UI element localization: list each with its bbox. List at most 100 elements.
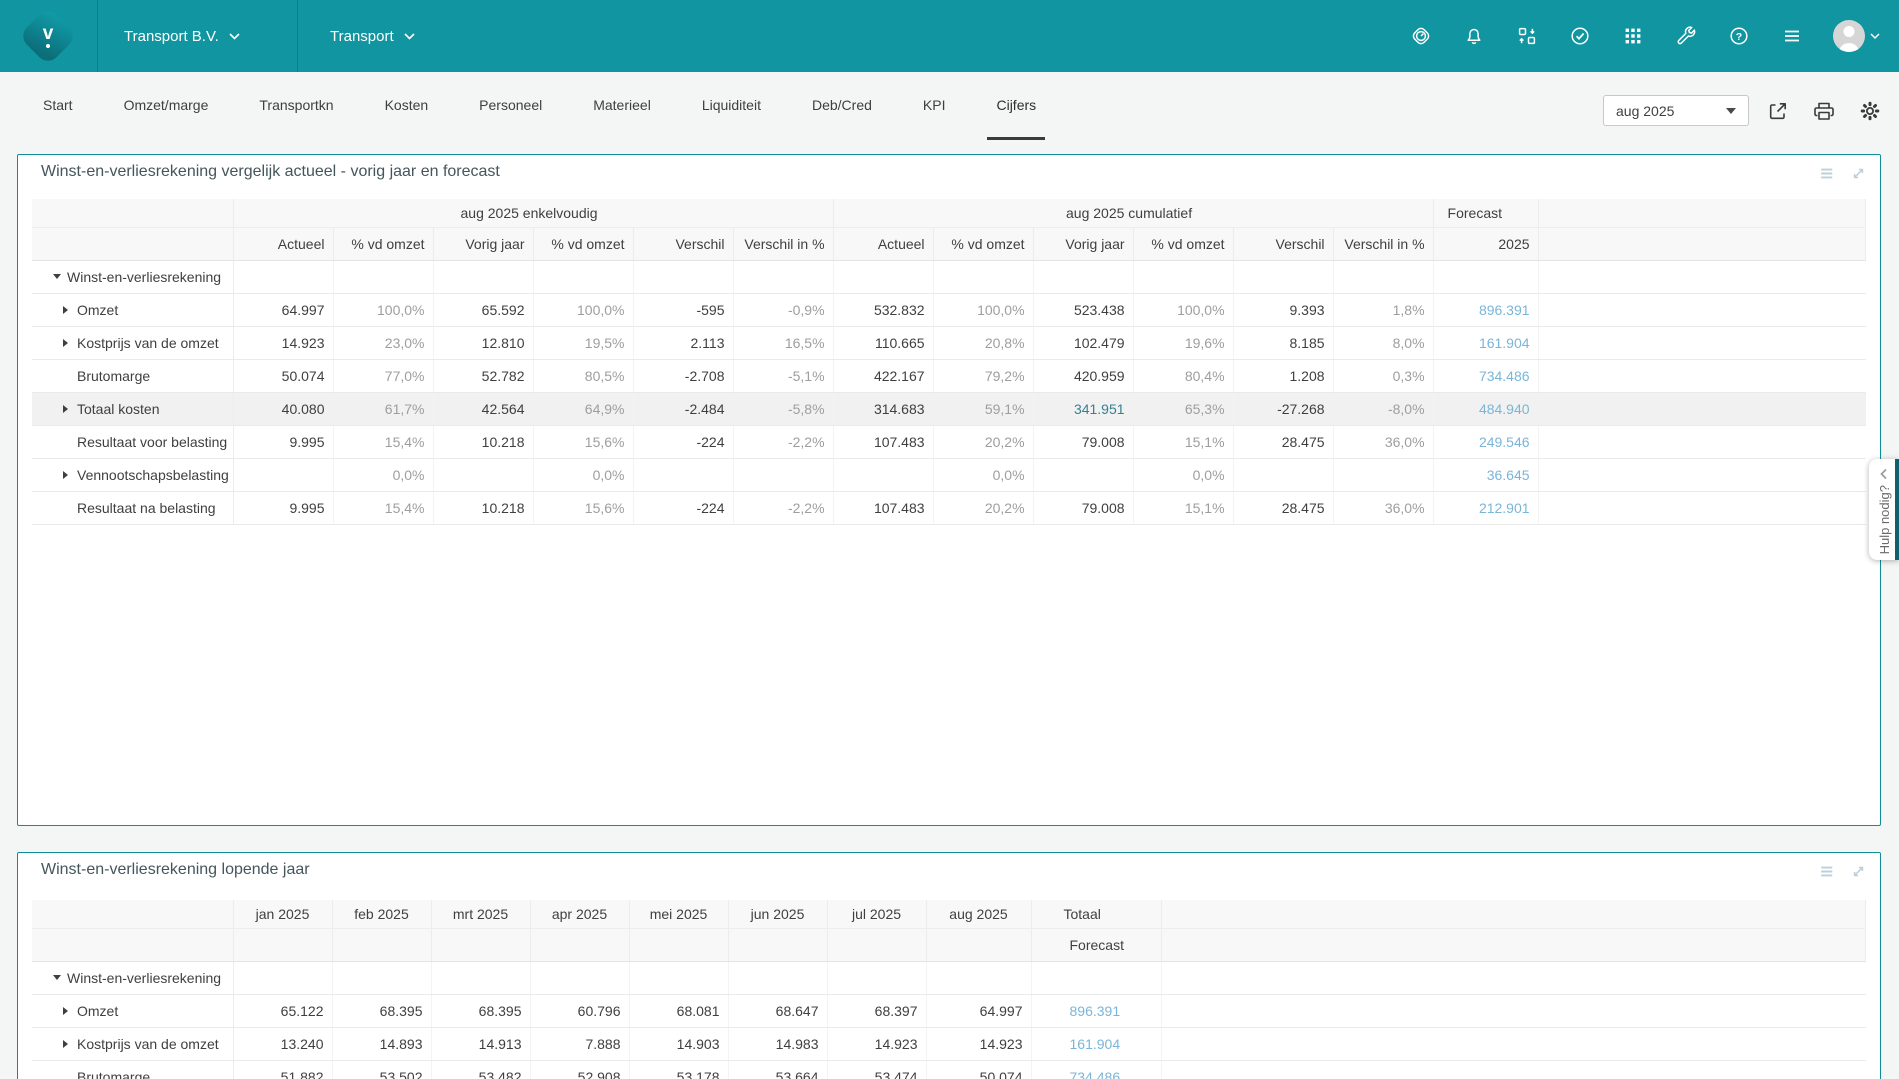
row-label-text: Brutomarge	[77, 367, 151, 384]
company-selector[interactable]: Transport B.V.	[124, 0, 240, 72]
cell	[833, 458, 934, 492]
user-menu[interactable]	[1833, 20, 1880, 52]
expand-caret-icon[interactable]	[63, 404, 68, 413]
total-forecast-cell[interactable]: 161.904	[1031, 1027, 1162, 1061]
expand-caret-icon[interactable]	[63, 305, 68, 314]
expand-caret-icon[interactable]	[63, 338, 68, 347]
chevron-left-icon	[1880, 468, 1887, 480]
filler-cell	[1161, 1060, 1866, 1079]
column-group-header: aug 2025 cumulatief	[833, 199, 1434, 228]
apps-grid-icon[interactable]	[1621, 24, 1645, 48]
total-forecast-cell[interactable]: 734.486	[1031, 1060, 1162, 1079]
cell	[1033, 260, 1134, 294]
forecast-cell[interactable]: 896.391	[1433, 293, 1539, 327]
row-label[interactable]: Kostprijs van de omzet	[32, 326, 234, 360]
forecast-cell[interactable]: 484.940	[1433, 392, 1539, 426]
forecast-cell[interactable]: 249.546	[1433, 425, 1539, 459]
tools-wrench-icon[interactable]	[1674, 24, 1698, 48]
row-label[interactable]: Winst-en-verliesrekening	[32, 260, 234, 294]
collapse-caret-icon[interactable]	[53, 975, 61, 980]
tab-deb-cred[interactable]: Deb/Cred	[811, 96, 872, 113]
row-label: Brutomarge	[32, 1060, 234, 1079]
card-pl-current-year: Winst-en-verliesrekening lopende jaar ja…	[17, 852, 1881, 1079]
card-menu-icon[interactable]	[1818, 164, 1837, 183]
tab-cijfers[interactable]: Cijfers	[987, 72, 1046, 140]
tab-omzet-marge[interactable]: Omzet/marge	[123, 96, 209, 113]
column-header	[233, 928, 333, 962]
cell: 15,4%	[333, 425, 434, 459]
help-panel-tab[interactable]: Hulp nodig?	[1869, 459, 1899, 560]
expand-caret-icon[interactable]	[63, 470, 68, 479]
app-logo[interactable]: v	[18, 6, 78, 66]
forecast-cell[interactable]: 36.645	[1433, 458, 1539, 492]
column-header: Verschil in %	[733, 227, 834, 261]
card-menu-icon[interactable]	[1818, 862, 1837, 881]
tab-start[interactable]: Start	[43, 96, 73, 113]
cell: -8,0%	[1333, 392, 1434, 426]
collapse-caret-icon[interactable]	[53, 274, 61, 279]
tab-personeel[interactable]: Personeel	[479, 96, 543, 113]
tab-materieel[interactable]: Materieel	[593, 96, 651, 113]
expand-caret-icon[interactable]	[63, 1039, 68, 1048]
tasks-check-icon[interactable]	[1568, 24, 1592, 48]
row-label[interactable]: Winst-en-verliesrekening	[32, 961, 234, 995]
help-icon[interactable]: ?	[1727, 24, 1751, 48]
row-label-text: Resultaat voor belasting	[77, 433, 228, 450]
cell: 50.074	[233, 359, 334, 393]
cell: 12.810	[433, 326, 534, 360]
forecast-cell[interactable]: 161.904	[1433, 326, 1539, 360]
print-icon[interactable]	[1812, 99, 1836, 123]
column-header-forecast: Forecast	[1031, 928, 1162, 962]
column-header: jan 2025	[233, 900, 333, 929]
row-label-text: Resultaat na belasting	[77, 499, 216, 516]
cell[interactable]: 341.951	[1033, 392, 1134, 426]
period-select[interactable]: aug 2025	[1603, 95, 1749, 126]
cell: 532.832	[833, 293, 934, 327]
cell	[233, 458, 334, 492]
cell: 68.395	[431, 994, 531, 1028]
cell: 0,0%	[533, 458, 634, 492]
cell: 10.218	[433, 425, 534, 459]
expand-icon[interactable]	[1849, 862, 1868, 881]
cell: 0,3%	[1333, 359, 1434, 393]
forecast-cell[interactable]: 212.901	[1433, 491, 1539, 525]
column-header	[530, 928, 630, 962]
cell: 1,8%	[1333, 293, 1434, 327]
gauge-icon[interactable]	[1409, 24, 1433, 48]
table-header-row: aug 2025 enkelvoudig aug 2025 cumulatief F…	[32, 199, 1867, 228]
chevron-down-icon	[404, 32, 415, 40]
expand-icon[interactable]	[1849, 164, 1868, 183]
cell	[333, 260, 434, 294]
total-forecast-cell[interactable]: 896.391	[1031, 994, 1162, 1028]
row-label[interactable]: Omzet	[32, 994, 234, 1028]
help-tab-label: Hulp nodig?	[1876, 485, 1892, 555]
cell: 68.081	[629, 994, 729, 1028]
tab-kosten[interactable]: Kosten	[384, 96, 429, 113]
cell: 53.664	[728, 1060, 828, 1079]
swap-icon[interactable]	[1515, 24, 1539, 48]
row-label[interactable]: Kostprijs van de omzet	[32, 1027, 234, 1061]
row-label[interactable]: Omzet	[32, 293, 234, 327]
menu-icon[interactable]	[1780, 24, 1804, 48]
cell: 64.997	[926, 994, 1032, 1028]
row-label[interactable]: Vennootschapsbelasting	[32, 458, 234, 492]
cell: 36,0%	[1333, 491, 1434, 525]
tab-transportkn[interactable]: Transportkn	[259, 96, 334, 113]
workspace-selector[interactable]: Transport	[330, 0, 415, 72]
table-row: Omzet 65.122 68.395 68.395 60.796 68.081 68.64…	[32, 994, 1866, 1028]
cell: 100,0%	[1133, 293, 1234, 327]
column-group-header: Forecast	[1433, 199, 1539, 228]
forecast-cell[interactable]: 734.486	[1433, 359, 1539, 393]
expand-caret-icon[interactable]	[63, 1006, 68, 1015]
tab-kpi[interactable]: KPI	[922, 96, 946, 113]
cell: -224	[633, 425, 734, 459]
cell: 1.208	[1233, 359, 1334, 393]
row-label-text: Brutomarge	[77, 1068, 151, 1079]
settings-gear-icon[interactable]	[1858, 99, 1882, 123]
row-label[interactable]: Totaal kosten	[32, 392, 234, 426]
tab-liquiditeit[interactable]: Liquiditeit	[701, 96, 761, 113]
notifications-bell-icon[interactable]	[1462, 24, 1486, 48]
cell: 102.479	[1033, 326, 1134, 360]
cell: 100,0%	[533, 293, 634, 327]
share-export-icon[interactable]	[1766, 99, 1790, 123]
